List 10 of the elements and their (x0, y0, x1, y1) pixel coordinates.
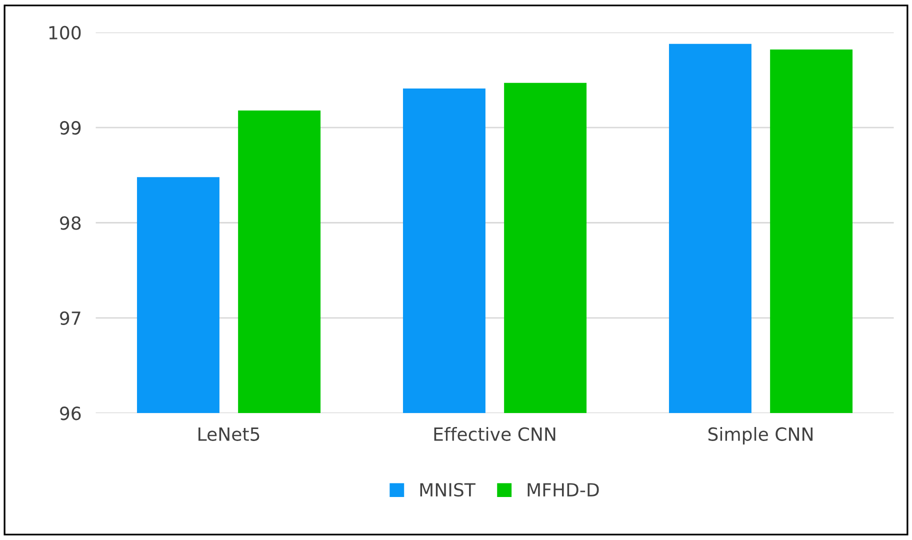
y-tick-label: 100 (49, 26, 81, 40)
x-tick-label: LeNet5 (198, 428, 260, 441)
y-tick-label: 97 (60, 311, 80, 326)
legend-label: MNIST (420, 482, 476, 497)
y-tick-label: 96 (60, 406, 81, 420)
x-tick-label: Simple CNN (708, 426, 812, 444)
y-tick-label: 99 (60, 121, 81, 135)
x-tick-label: Effective CNN (434, 426, 556, 441)
y-tick-label: 98 (60, 216, 81, 230)
legend-label: MFHD-D (528, 483, 599, 496)
